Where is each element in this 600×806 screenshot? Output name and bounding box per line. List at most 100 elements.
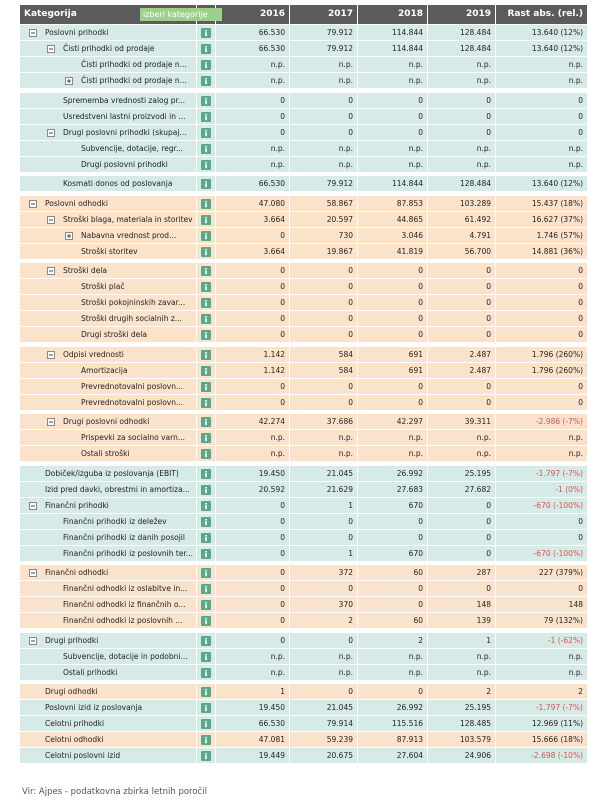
value-cell: 0 bbox=[496, 279, 588, 295]
info-icon[interactable] bbox=[201, 468, 211, 479]
info-icon[interactable] bbox=[201, 735, 211, 745]
value-cell: 1.142 bbox=[216, 346, 290, 363]
value-cell: 0 bbox=[290, 632, 358, 649]
value-cell: 0 bbox=[496, 124, 588, 141]
info-icon[interactable] bbox=[201, 266, 211, 276]
info-icon[interactable] bbox=[201, 516, 211, 527]
value-cell: n.p. bbox=[216, 57, 290, 73]
table-row: Finančni prihodki 0 1 670 0 -670 (-100%) bbox=[20, 497, 588, 514]
value-cell: n.p. bbox=[290, 664, 358, 681]
info-icon[interactable] bbox=[201, 246, 211, 257]
value-cell: 0 bbox=[216, 529, 290, 546]
toggle-plus[interactable] bbox=[65, 77, 73, 85]
info-icon[interactable] bbox=[201, 349, 211, 360]
info-icon[interactable] bbox=[201, 667, 211, 678]
info-cell bbox=[197, 465, 216, 482]
info-icon[interactable] bbox=[201, 127, 211, 138]
info-cell bbox=[197, 684, 216, 700]
value-cell: 227 (379%) bbox=[496, 565, 588, 581]
info-icon[interactable] bbox=[201, 214, 211, 225]
table-row: Amortizacija 1.142 584 691 2.487 1.796 (260%) bbox=[20, 362, 588, 379]
value-cell: n.p. bbox=[290, 648, 358, 665]
info-cell bbox=[197, 263, 216, 279]
toggle-minus[interactable] bbox=[29, 199, 37, 208]
toggle-plus[interactable] bbox=[65, 231, 73, 240]
info-icon[interactable] bbox=[201, 95, 211, 106]
toggle-minus[interactable] bbox=[29, 29, 37, 37]
value-cell: 114.844 bbox=[358, 41, 428, 57]
info-icon[interactable] bbox=[201, 298, 211, 308]
row-label: Kosmati donos od poslovanja bbox=[63, 179, 173, 188]
info-icon[interactable] bbox=[201, 719, 211, 729]
row-label: Prispevki za socialno varn... bbox=[81, 433, 186, 442]
info-cell bbox=[197, 716, 216, 732]
table-row: Stroški plač 0 0 0 0 0 bbox=[20, 279, 588, 295]
value-cell: 0 bbox=[496, 394, 588, 411]
info-icon[interactable] bbox=[201, 381, 211, 392]
info-icon[interactable] bbox=[201, 616, 211, 626]
toggle-minus[interactable] bbox=[29, 501, 37, 510]
info-icon[interactable] bbox=[201, 179, 211, 189]
info-icon[interactable] bbox=[201, 687, 211, 697]
value-cell: 1.796 (260%) bbox=[496, 362, 588, 379]
info-icon[interactable] bbox=[201, 230, 211, 241]
toggle-minus[interactable] bbox=[47, 418, 55, 426]
info-icon[interactable] bbox=[201, 365, 211, 376]
toggle-minus[interactable] bbox=[29, 569, 37, 577]
value-cell: 0 bbox=[358, 378, 428, 395]
info-icon[interactable] bbox=[201, 484, 211, 495]
toggle-minus[interactable] bbox=[47, 128, 55, 137]
value-cell: n.p. bbox=[290, 140, 358, 157]
info-icon[interactable] bbox=[201, 159, 211, 170]
info-icon[interactable] bbox=[201, 44, 211, 54]
info-icon[interactable] bbox=[201, 314, 211, 324]
value-cell: 0 bbox=[358, 124, 428, 141]
value-cell: 79.914 bbox=[290, 716, 358, 732]
filter-button[interactable]: izberi kategorije bbox=[140, 8, 222, 21]
info-cell bbox=[197, 346, 216, 363]
info-icon[interactable] bbox=[201, 584, 211, 594]
info-icon[interactable] bbox=[201, 548, 211, 559]
value-cell: 0 bbox=[358, 394, 428, 411]
toggle-minus[interactable] bbox=[29, 636, 37, 645]
info-icon[interactable] bbox=[201, 282, 211, 292]
value-cell: 0 bbox=[216, 597, 290, 613]
info-icon[interactable] bbox=[201, 532, 211, 543]
toggle-minus[interactable] bbox=[47, 350, 55, 359]
header-cell: 2017 bbox=[290, 5, 358, 25]
info-icon[interactable] bbox=[201, 635, 211, 646]
info-icon[interactable] bbox=[201, 600, 211, 610]
value-cell: n.p. bbox=[216, 664, 290, 681]
value-cell: n.p. bbox=[290, 57, 358, 73]
info-icon[interactable] bbox=[201, 28, 211, 38]
info-icon[interactable] bbox=[201, 397, 211, 408]
toggle-minus[interactable] bbox=[47, 267, 55, 275]
info-icon[interactable] bbox=[201, 651, 211, 662]
value-cell: 0 bbox=[496, 529, 588, 546]
value-cell: 584 bbox=[290, 362, 358, 379]
info-icon[interactable] bbox=[201, 500, 211, 511]
table-row: Finančni prihodki iz poslovnih ter... 0 1 6… bbox=[20, 545, 588, 562]
toggle-minus[interactable] bbox=[47, 215, 55, 224]
info-icon[interactable] bbox=[201, 76, 211, 86]
info-icon[interactable] bbox=[201, 60, 211, 70]
info-icon[interactable] bbox=[201, 417, 211, 427]
row-label: Poslovni odhodki bbox=[45, 198, 108, 208]
label-cell: Finančni prihodki bbox=[20, 497, 197, 514]
info-icon[interactable] bbox=[201, 449, 211, 459]
row-label: Izid pred davki, obrestmi in amortiza... bbox=[45, 484, 190, 494]
value-cell: 0 bbox=[428, 581, 496, 597]
info-icon[interactable] bbox=[201, 433, 211, 443]
label-cell: Celotni poslovni izid bbox=[20, 748, 197, 764]
info-icon[interactable] bbox=[201, 198, 211, 209]
info-icon[interactable] bbox=[201, 330, 211, 340]
info-icon[interactable] bbox=[201, 703, 211, 713]
info-icon[interactable] bbox=[201, 111, 211, 122]
toggle-minus[interactable] bbox=[47, 45, 55, 53]
info-icon[interactable] bbox=[201, 143, 211, 154]
info-icon[interactable] bbox=[201, 568, 211, 578]
value-cell: 19.867 bbox=[290, 243, 358, 260]
row-label: Finančni prihodki iz deležev bbox=[63, 516, 167, 526]
value-cell: 87.913 bbox=[358, 732, 428, 748]
info-icon[interactable] bbox=[201, 751, 211, 761]
